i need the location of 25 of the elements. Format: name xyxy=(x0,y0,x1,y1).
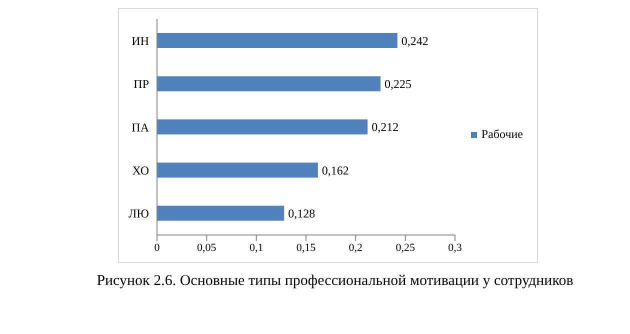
x-tick-label: 0 xyxy=(154,242,160,254)
x-tick-label: 0,05 xyxy=(197,242,217,254)
y-tick-label: ПА xyxy=(132,120,150,134)
y-tick-label: ИН xyxy=(132,34,150,48)
x-tick-label: 0,25 xyxy=(396,242,416,254)
y-tick-label: ЛЮ xyxy=(128,206,149,221)
x-tick-label: 0,3 xyxy=(448,242,462,254)
bar xyxy=(157,119,368,134)
data-label: 0,225 xyxy=(384,76,412,91)
y-tick-label: ПР xyxy=(134,77,150,92)
bar xyxy=(157,76,380,92)
y-tick-label: ХО xyxy=(132,163,150,178)
legend-label: Рабочие xyxy=(481,127,523,142)
bar xyxy=(157,33,398,48)
data-label: 0,242 xyxy=(401,34,428,48)
x-tick-label: 0,15 xyxy=(296,242,316,254)
chart-frame: 0 0,05 0,1 0,15 0,2 0,25 0,3 ИН ПР ПА ХО ЛЮ 0,242 0,225 0,212 0,162 0,128 Рабочие xyxy=(118,8,538,263)
data-label: 0,212 xyxy=(372,120,399,134)
x-tick-label: 0,2 xyxy=(348,242,363,254)
bar xyxy=(157,206,284,221)
text: Рисунок 2.6. Основные типы профессиональной мотивации у сотрудников xyxy=(96,273,574,290)
data-label: 0,162 xyxy=(322,163,349,178)
data-label: 0,128 xyxy=(288,206,316,221)
x-tick-label: 0,1 xyxy=(249,242,264,254)
bar xyxy=(157,162,318,178)
